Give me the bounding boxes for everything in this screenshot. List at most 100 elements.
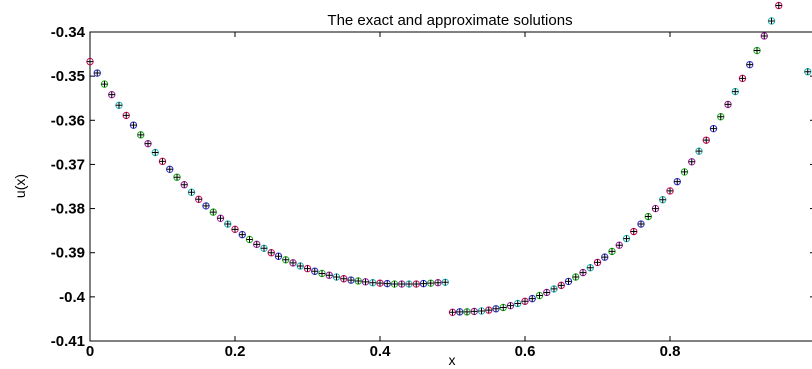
data-point-plus: [297, 262, 304, 270]
data-point-plus: [463, 308, 471, 316]
data-markers: [86, 1, 812, 317]
chart-title: The exact and approximate solutions: [327, 12, 572, 29]
x-tick-label: 0.2: [225, 343, 246, 360]
x-axis: 0 0.2 0.4 0.6 0.8: [86, 32, 680, 360]
data-point-plus: [695, 147, 703, 155]
data-point-plus: [362, 278, 369, 286]
data-point-plus: [579, 269, 587, 276]
data-point-plus: [572, 273, 579, 281]
data-point-plus: [543, 289, 550, 296]
data-point-plus: [144, 140, 152, 147]
data-point-plus: [761, 32, 768, 40]
data-point-plus: [420, 280, 427, 287]
data-point-plus: [181, 181, 188, 188]
data-point-plus: [434, 279, 442, 286]
data-point-plus: [260, 245, 268, 252]
x-tick-label: 0.6: [515, 343, 536, 360]
data-point-plus: [703, 136, 710, 144]
data-point-plus: [666, 187, 674, 195]
y-tick-label: -0.35: [51, 68, 85, 85]
data-point-plus: [492, 305, 500, 312]
data-point-plus: [246, 236, 253, 243]
data-point-plus: [239, 231, 246, 238]
data-point-plus: [210, 208, 217, 216]
data-point-plus: [449, 309, 456, 316]
data-point-plus: [587, 264, 594, 271]
data-point-plus: [217, 215, 224, 222]
data-point-plus: [550, 285, 558, 293]
data-point-plus: [289, 259, 297, 267]
data-point-plus: [717, 113, 724, 120]
y-axis: -0.34 -0.35 -0.36 -0.37 -0.38 -0.39 -0.4 -0.41: [51, 24, 812, 350]
data-point-plus: [188, 189, 195, 196]
data-point-plus: [724, 101, 732, 108]
data-point-plus: [268, 249, 275, 256]
y-tick-label: -0.39: [51, 245, 85, 262]
data-point-plus: [616, 242, 623, 249]
data-point-plus: [224, 220, 231, 228]
data-point-plus: [594, 259, 601, 266]
x-tick-label: 0.4: [370, 343, 392, 360]
data-point-plus: [398, 280, 405, 288]
y-tick-label: -0.38: [51, 201, 85, 218]
data-point-plus: [340, 275, 347, 282]
data-point-plus: [369, 279, 376, 286]
data-point-plus: [623, 235, 630, 242]
data-point-plus: [652, 205, 659, 212]
data-point-plus: [108, 91, 115, 98]
data-point-plus: [558, 282, 565, 289]
data-point-plus: [753, 47, 761, 54]
data-point-plus: [442, 279, 449, 286]
data-point-plus: [645, 213, 652, 220]
data-point-plus: [326, 272, 333, 279]
data-point-plus: [521, 298, 529, 305]
data-point-plus: [347, 276, 355, 284]
data-point-plus: [681, 168, 688, 176]
plot-frame: [89, 31, 812, 342]
data-point-plus: [478, 307, 485, 315]
data-point-plus: [710, 125, 717, 132]
data-point-plus: [311, 268, 318, 275]
data-point-plus: [688, 158, 695, 165]
data-point-plus: [637, 220, 645, 228]
data-point-plus: [384, 280, 391, 287]
data-point-plus: [152, 149, 159, 156]
data-point-plus: [94, 69, 101, 77]
data-point-plus: [427, 279, 434, 287]
data-point-plus: [275, 253, 282, 260]
data-point-plus: [413, 280, 420, 288]
data-point-plus: [746, 61, 753, 68]
data-point-plus: [659, 196, 666, 203]
data-point-plus: [732, 88, 739, 95]
data-point-plus: [166, 166, 173, 173]
data-point-plus: [137, 131, 144, 139]
data-point-plus: [130, 121, 137, 129]
data-point-plus: [608, 248, 616, 255]
data-point-plus: [514, 300, 521, 307]
y-tick-label: -0.36: [51, 112, 85, 129]
data-point-plus: [101, 80, 108, 88]
data-point-plus: [173, 174, 181, 181]
data-point-plus: [674, 178, 681, 185]
data-point-plus: [231, 226, 239, 233]
data-point-plus: [529, 295, 536, 302]
data-point-plus: [485, 306, 492, 314]
data-point-plus: [115, 102, 123, 109]
data-point-plus: [739, 75, 746, 82]
data-point-plus: [318, 270, 326, 277]
data-point-plus: [86, 58, 94, 65]
data-point-plus: [282, 256, 289, 263]
y-tick-label: -0.41: [51, 333, 85, 350]
data-point-plus: [536, 292, 543, 299]
y-tick-label: -0.34: [51, 24, 86, 41]
data-point-plus: [405, 280, 413, 288]
data-point-plus: [471, 308, 478, 315]
y-axis-label: u(x): [12, 174, 28, 198]
data-point-plus: [630, 228, 637, 235]
y-tick-label: -0.37: [51, 156, 85, 173]
data-point-plus: [376, 279, 384, 287]
data-point-plus: [304, 265, 311, 272]
data-point-plus: [507, 302, 514, 309]
data-point-plus: [123, 112, 130, 119]
